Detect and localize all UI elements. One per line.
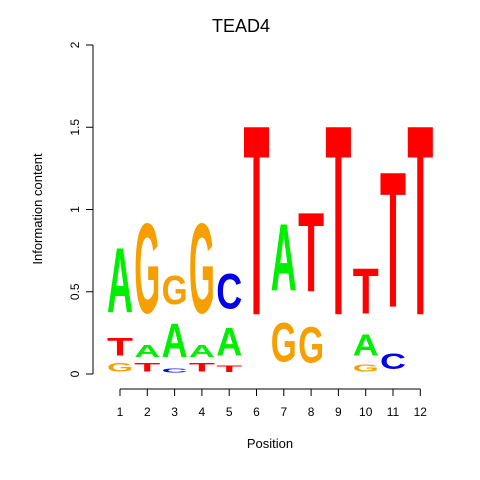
logo-letter: T: [407, 70, 433, 373]
y-axis-title: Information content: [30, 153, 45, 265]
y-tick-label: 2: [68, 41, 82, 48]
x-tick-label: 7: [280, 405, 287, 419]
x-tick-label: 6: [253, 405, 260, 419]
logo-column: T: [325, 70, 351, 373]
y-tick-label: 0.5: [68, 283, 82, 300]
logo-letter: A: [189, 341, 215, 361]
logo-column: GT: [298, 191, 324, 375]
logo-letter: T: [325, 70, 351, 373]
logo-letter: T: [244, 70, 270, 373]
x-tick-label: 2: [144, 405, 151, 419]
logo-letter: T: [380, 131, 406, 348]
x-tick-label: 3: [171, 405, 178, 419]
logo-letter: A: [353, 329, 379, 363]
x-tick-label: 11: [387, 405, 400, 419]
logo-column: GA: [271, 206, 297, 374]
logo-letter: T: [189, 361, 215, 374]
logo-letter: A: [216, 321, 242, 365]
y-tick-label: 1: [68, 206, 82, 213]
logo-column: TAG: [189, 197, 215, 374]
x-tick-label: 8: [308, 405, 315, 419]
logo-column: TAG: [134, 197, 160, 374]
x-axis-title: Position: [247, 436, 293, 451]
logo-letter: G: [189, 197, 215, 341]
logo-letter: A: [271, 206, 297, 312]
logo-letter: T: [107, 333, 133, 361]
logo-letter: A: [134, 341, 160, 361]
logo-letter: G: [271, 311, 297, 374]
logo-letter: T: [216, 364, 242, 374]
logo-column: GTA: [107, 228, 133, 374]
logo-letter: T: [134, 361, 160, 374]
logo-letter: G: [134, 197, 160, 341]
logo-column: T: [244, 70, 270, 373]
y-tick-label: 1.5: [68, 119, 82, 136]
logo-column: TAC: [216, 265, 242, 374]
logo-column: CT: [380, 131, 406, 374]
logo-column: CAG: [162, 267, 188, 374]
logo-letter: G: [298, 318, 324, 375]
logo-letter: T: [353, 255, 379, 328]
logo-letter: G: [107, 361, 133, 374]
y-axis: 0 0.5 1 1.5 2: [68, 41, 94, 377]
x-axis: 1 2 3 4 5 6 7 8 9 10 11 12: [117, 388, 428, 419]
logo-letter: A: [162, 314, 188, 368]
logo-column: T: [407, 70, 433, 373]
logo-letter: T: [298, 191, 324, 317]
logo-letter: A: [107, 228, 133, 332]
y-tick-label: 0: [68, 370, 82, 377]
logo-letter: C: [216, 265, 242, 320]
logo-column: GAT: [353, 255, 379, 375]
logo-letter: G: [353, 363, 379, 374]
x-tick-label: 9: [335, 405, 342, 419]
logo-letter: G: [162, 267, 188, 313]
logo-letter: C: [380, 350, 406, 374]
chart-title: TEAD4: [212, 16, 270, 36]
x-tick-label: 12: [414, 405, 428, 419]
x-tick-label: 1: [117, 405, 124, 419]
x-tick-label: 10: [359, 405, 373, 419]
x-tick-label: 5: [226, 405, 233, 419]
logo-letter: C: [162, 368, 188, 374]
x-tick-label: 4: [199, 405, 206, 419]
